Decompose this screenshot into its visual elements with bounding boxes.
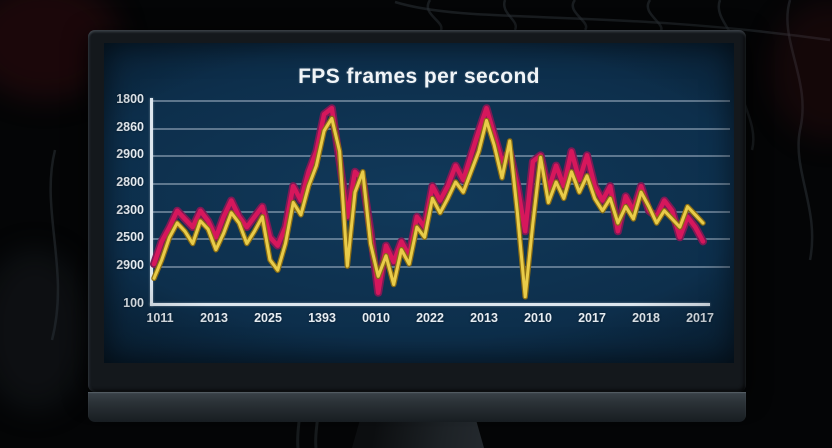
line-series-plot xyxy=(150,104,707,300)
x-tick-label: 0010 xyxy=(362,311,390,325)
x-tick-label: 2017 xyxy=(686,311,714,325)
monitor-bezel: FPS frames per second 1800 2860 2900 280… xyxy=(88,30,746,422)
y-tick-label: 100 xyxy=(123,296,144,310)
monitor-chin-bezel xyxy=(88,392,746,422)
x-tick-label: 2018 xyxy=(632,311,660,325)
y-tick-label: 2800 xyxy=(116,175,144,189)
y-tick-label: 2300 xyxy=(116,203,144,217)
y-tick-label: 1800 xyxy=(116,92,144,106)
x-tick-label: 2022 xyxy=(416,311,444,325)
y-tick-label: 2860 xyxy=(116,120,144,134)
y-tick-label: 2900 xyxy=(116,258,144,272)
x-tick-label: 2013 xyxy=(200,311,228,325)
monitor-screen: FPS frames per second 1800 2860 2900 280… xyxy=(104,43,734,363)
x-tick-label: 2013 xyxy=(470,311,498,325)
y-tick-label: 2900 xyxy=(116,147,144,161)
x-tick-label: 2010 xyxy=(524,311,552,325)
y-tick-label: 2500 xyxy=(116,230,144,244)
x-tick-label: 1011 xyxy=(146,311,174,325)
x-tick-label: 2017 xyxy=(578,311,606,325)
chart-title: FPS frames per second xyxy=(298,65,540,88)
plot-area: 1800 2860 2900 2800 2300 2500 2900 100 F… xyxy=(116,92,730,325)
x-tick-label: 2025 xyxy=(254,311,282,325)
gray-glow-left xyxy=(0,250,90,410)
x-tick-label: 1393 xyxy=(308,311,336,325)
crimson-line xyxy=(151,105,706,295)
